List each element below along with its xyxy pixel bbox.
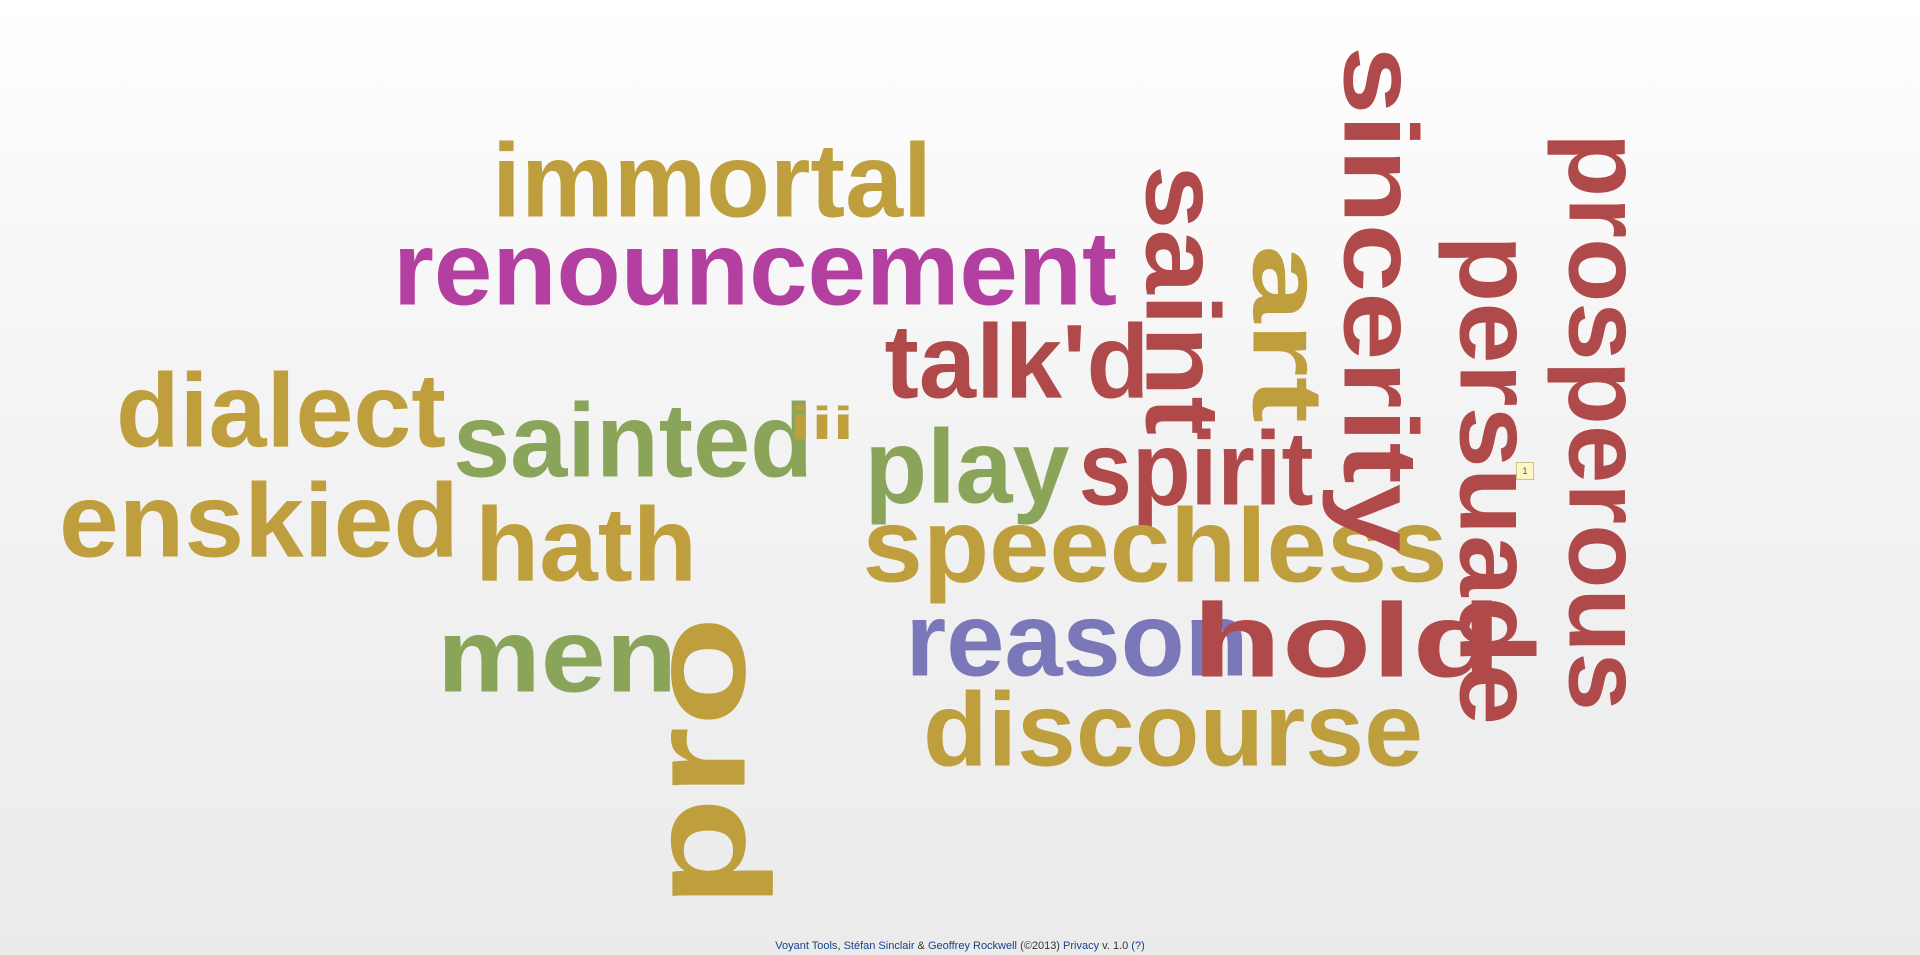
footer-copyright: (©2013) [1017,940,1064,952]
cloud-word-prosperous[interactable]: prosperous [1547,133,1664,711]
cloud-word-persuade[interactable]: persuade [1438,235,1555,725]
cloud-word-dialect[interactable]: dialect [116,353,446,470]
footer: Voyant Tools, Stéfan Sinclair & Geoffrey… [0,938,1920,955]
frequency-tooltip: 1 [1516,462,1534,480]
cloud-word-speechless[interactable]: speechless [863,488,1448,605]
cloud-word-reason[interactable]: reason [906,582,1249,699]
help-link[interactable]: (?) [1131,940,1145,952]
cloud-word-pro[interactable]: pro [621,616,774,908]
cloud-word-art[interactable]: art [1232,245,1343,423]
cloud-word-enskied[interactable]: enskied [59,463,459,580]
cloud-word-spirit[interactable]: spirit [1079,411,1314,528]
cloud-word-talkd[interactable]: talk'd [885,304,1150,421]
cloud-word-men[interactable]: men [437,598,677,715]
cloud-word-saint[interactable]: saint [1124,165,1241,435]
cloud-word-discourse[interactable]: discourse [923,672,1423,789]
cloud-word-iii[interactable]: iii [790,397,854,449]
footer-version: v. 1.0 [1099,940,1132,952]
voyant-tools-link[interactable]: Voyant Tools [775,940,838,952]
cloud-word-immortal[interactable]: immortal [492,123,932,240]
cloud-word-sincerity[interactable]: sincerity [1322,46,1439,552]
footer-separator: , [837,940,844,952]
cloud-word-hath[interactable]: hath [475,487,697,604]
cloud-word-play[interactable]: play [865,409,1070,526]
cloud-word-renouncement[interactable]: renouncement [393,211,1117,328]
author-rockwell-link[interactable]: Geoffrey Rockwell [927,940,1018,952]
cloud-word-sainted[interactable]: sainted [453,383,813,500]
cloud-word-hold[interactable]: hold [1192,583,1502,700]
footer-ampersand: & [914,940,928,952]
author-sinclair-link[interactable]: Stéfan Sinclair [843,940,915,952]
privacy-link[interactable]: Privacy [1063,940,1100,952]
